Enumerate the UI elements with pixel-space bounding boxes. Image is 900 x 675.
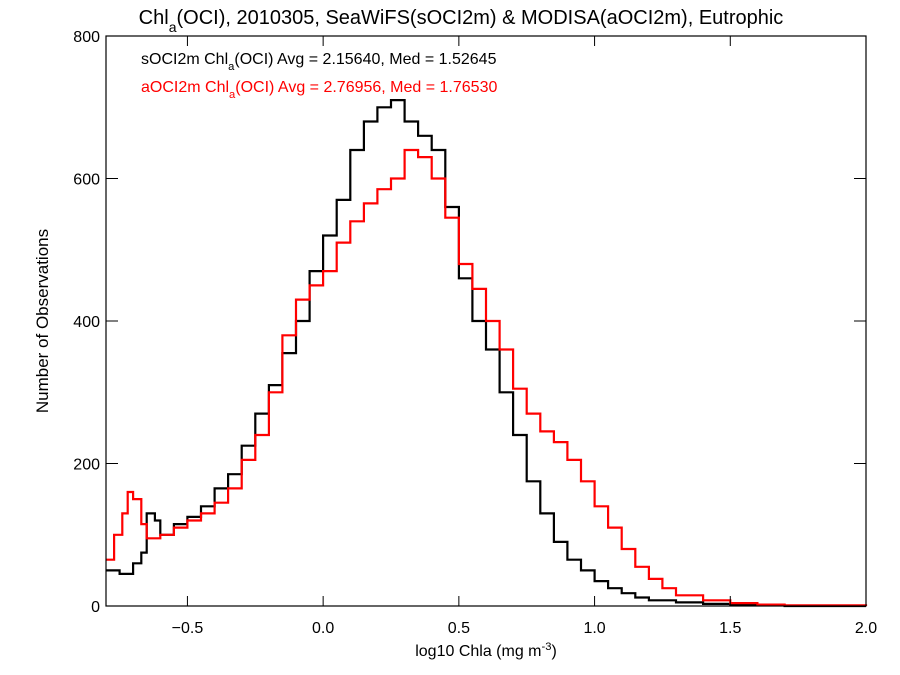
annotation-text: sOCI2m Chl (141, 51, 228, 68)
title-text: (OCI), 2010305, SeaWiFS(sOCI2m) & MODISA… (176, 7, 783, 29)
legend-annotations: sOCI2m Chla(OCI) Avg = 2.15640, Med = 1.… (141, 51, 497, 101)
x-axis-ticks: −0.5 0.0 0.5 1.0 1.5 2.0 (172, 36, 877, 637)
x-tick-label: 2.0 (855, 620, 877, 637)
y-tick-label: 600 (73, 172, 100, 189)
x-tick-label: 1.0 (583, 620, 605, 637)
annotation-subscript: a (229, 89, 236, 101)
x-tick-label: 1.5 (719, 620, 741, 637)
x-tick-label: 0.5 (448, 620, 470, 637)
annotation-text: (OCI) Avg = 2.15640, Med = 1.52645 (234, 51, 496, 68)
annotation-text: (OCI) Avg = 2.76956, Med = 1.76530 (235, 79, 497, 96)
chart-title: Chla(OCI), 2010305, SeaWiFS(sOCI2m) & MO… (139, 7, 784, 35)
annotation-subscript: a (228, 61, 235, 73)
series-line-1 (106, 99, 866, 608)
annotation-1: sOCI2m Chla(OCI) Avg = 2.15640, Med = 1.… (141, 51, 497, 73)
y-axis-label: Number of Observations (33, 229, 52, 413)
title-text: Chl (139, 7, 169, 29)
y-tick-label: 400 (73, 314, 100, 331)
series-group (106, 99, 868, 608)
y-tick-label: 800 (73, 29, 100, 46)
series-line-2 (106, 148, 868, 607)
annotation-text: aOCI2m Chl (141, 79, 229, 96)
y-tick-label: 0 (91, 599, 100, 616)
y-tick-label: 200 (73, 457, 100, 474)
x-label-text: log10 Chla (mg m (415, 643, 541, 660)
x-tick-label: 0.0 (312, 620, 334, 637)
x-axis-label: log10 Chla (mg m-3) (415, 641, 557, 660)
x-label-text: ) (551, 643, 556, 660)
x-label-superscript: -3 (542, 641, 552, 653)
title-subscript: a (169, 19, 177, 35)
y-axis-ticks: 0 200 400 600 800 (73, 29, 866, 616)
x-tick-label: −0.5 (172, 620, 204, 637)
annotation-2: aOCI2m Chla(OCI) Avg = 2.76956, Med = 1.… (141, 79, 497, 101)
